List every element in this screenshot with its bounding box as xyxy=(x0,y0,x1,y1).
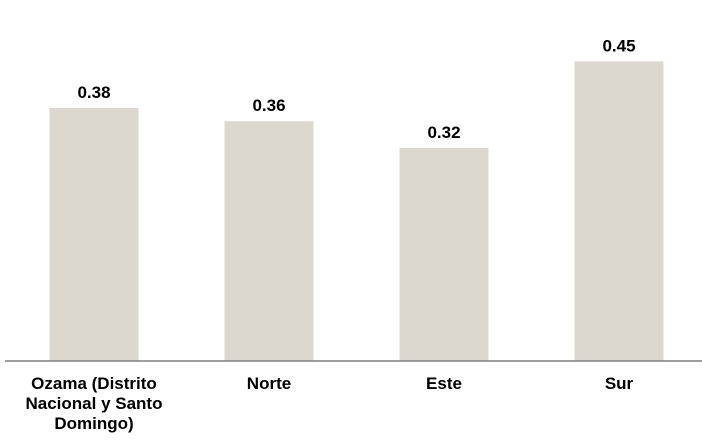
category-label-este: Este xyxy=(426,374,462,393)
category-label-sur: Sur xyxy=(604,374,634,393)
value-label-norte: 0.36 xyxy=(252,96,285,115)
category-label-ozama: Ozama (Distrito Nacional y Santo Domingo… xyxy=(25,374,163,433)
bar-norte xyxy=(224,121,314,361)
value-label-ozama: 0.38 xyxy=(77,83,110,102)
bar-ozama xyxy=(49,107,139,362)
bars-layer xyxy=(49,61,664,362)
category-label-norte: Norte xyxy=(246,374,292,393)
value-labels-layer: 0.38 0.36 0.32 0.45 xyxy=(77,36,635,142)
value-label-este: 0.32 xyxy=(427,123,460,142)
value-label-sur: 0.45 xyxy=(602,36,635,55)
bar-sur xyxy=(574,61,664,362)
bar-este xyxy=(399,147,489,361)
